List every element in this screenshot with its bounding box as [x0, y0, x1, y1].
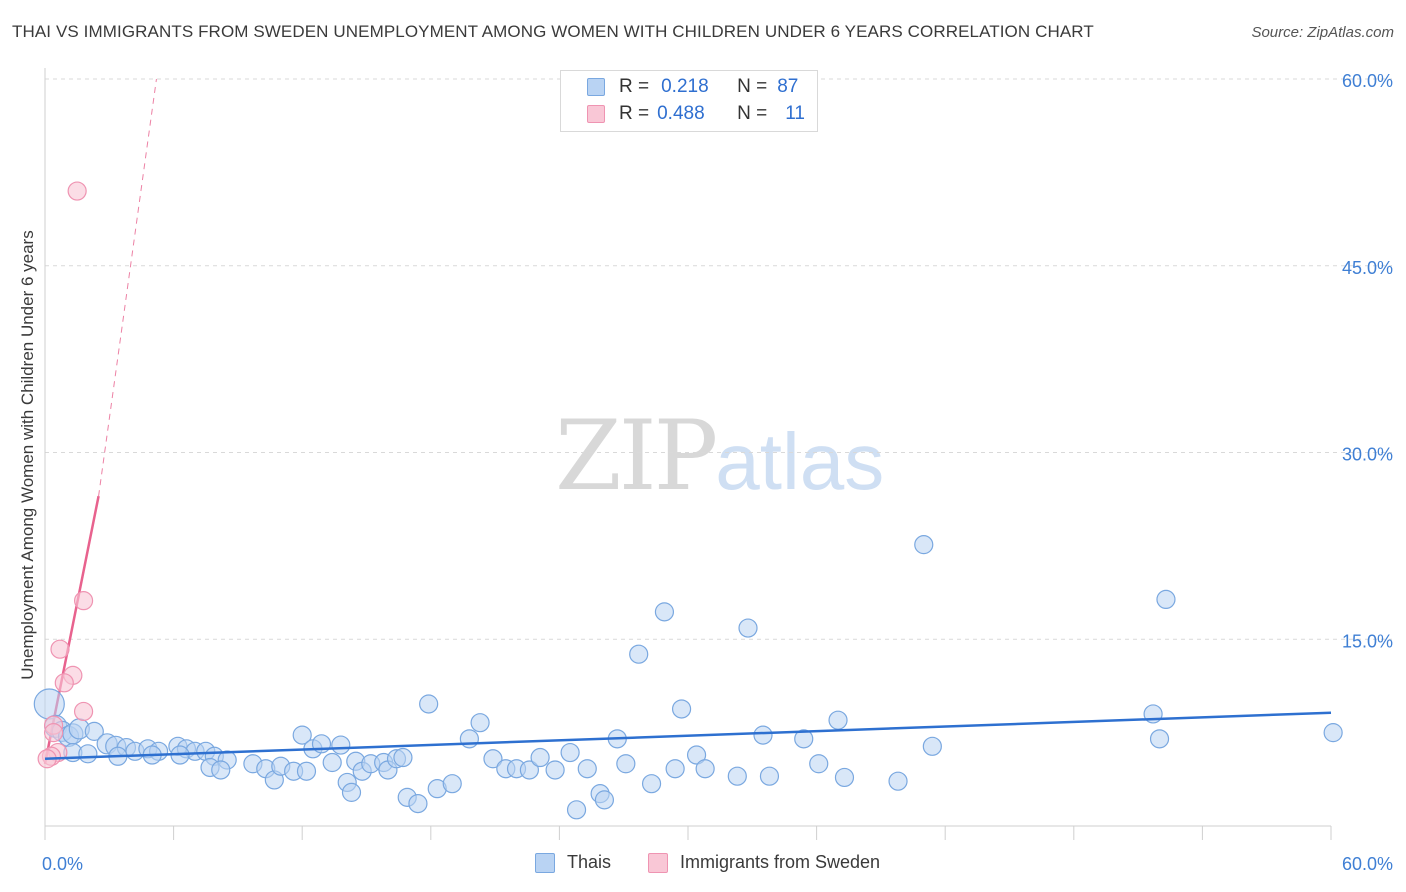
sweden-point	[50, 639, 70, 659]
thai-point	[834, 767, 855, 788]
thai-point	[1156, 589, 1176, 610]
sweden-point	[54, 673, 74, 693]
thai-trend-group	[44, 711, 1332, 761]
source-label: Source: ZipAtlas.com	[1251, 24, 1394, 41]
thai-point	[560, 742, 580, 763]
thai-point	[519, 760, 539, 780]
thai-points	[33, 535, 1343, 820]
legend-row-thais: R = 0.218 N = 87	[587, 75, 798, 99]
thai-point	[828, 710, 848, 730]
x-tick-label: 60.0%	[1342, 854, 1393, 874]
thai-point	[483, 749, 503, 769]
thai-point	[671, 699, 692, 719]
thai-point	[759, 766, 780, 786]
legend-n-label: N =	[737, 76, 768, 97]
thai-point	[686, 745, 707, 765]
chart-title: THAI VS IMMIGRANTS FROM SWEDEN UNEMPLOYM…	[12, 22, 1094, 41]
thai-point	[695, 759, 715, 779]
sweden-points	[37, 181, 94, 769]
thai-point	[594, 790, 615, 810]
tick-labels: 15.0% 30.0% 45.0% 60.0% 0.0% 60.0%	[42, 71, 1393, 874]
watermark: ZIPatlas	[555, 400, 884, 512]
y-tick-label: 45.0%	[1342, 258, 1393, 278]
thai-point	[577, 759, 597, 779]
thai-point	[84, 721, 104, 741]
legend-row-sweden: R = 0.488 N = 11	[587, 102, 805, 126]
thai-point	[393, 747, 413, 768]
sweden-swatch	[587, 105, 605, 123]
y-axis-title: Unemployment Among Women with Children U…	[18, 230, 37, 680]
legend-r-label: R =	[619, 103, 650, 124]
sweden-point	[73, 701, 94, 722]
bottom-legend-thais-label: Thais	[567, 852, 612, 872]
thai-point	[809, 754, 829, 774]
thai-point	[1149, 729, 1170, 749]
sweden-point	[43, 723, 64, 743]
bottom-legend-sweden: Immigrants from Sweden	[648, 852, 880, 873]
legend-r-label: R =	[619, 76, 650, 97]
thai-point	[33, 688, 65, 720]
thai-point	[665, 759, 685, 779]
thai-point	[629, 644, 649, 664]
watermark-atlas: atlas	[715, 417, 885, 506]
thai-point	[292, 725, 312, 745]
sweden-swatch	[648, 852, 668, 873]
thai-point	[654, 602, 675, 622]
thai-point	[641, 774, 662, 794]
legend-n-label: N =	[737, 103, 768, 124]
thai-point	[419, 694, 439, 714]
thai-point	[794, 729, 814, 749]
legend-r-value: 0.218	[661, 76, 709, 97]
y-tick-label: 30.0%	[1342, 445, 1393, 465]
thai-point	[727, 766, 747, 786]
thai-point	[470, 713, 490, 733]
bottom-legend-sweden-label: Immigrants from Sweden	[680, 852, 881, 872]
thai-point	[530, 747, 550, 768]
y-tick-label: 60.0%	[1342, 71, 1393, 91]
thai-point	[738, 618, 758, 638]
thai-point	[322, 752, 342, 773]
x-tick-label: 0.0%	[42, 854, 83, 874]
thai-trend-line	[44, 711, 1332, 761]
y-tick-label: 15.0%	[1342, 631, 1393, 651]
thai-point	[331, 735, 351, 755]
thai-swatch	[587, 78, 605, 96]
thai-point	[408, 793, 428, 814]
thai-point	[211, 760, 231, 780]
legend-n-value: 11	[785, 103, 805, 124]
thai-point	[545, 760, 565, 780]
sweden-trend-extension	[98, 78, 157, 497]
watermark-zip: ZIP	[555, 400, 718, 512]
bottom-legend-thais: Thais	[535, 852, 611, 873]
thai-point	[341, 782, 362, 802]
thai-point	[442, 774, 462, 794]
thai-point	[753, 725, 773, 745]
gridlines	[45, 78, 1392, 640]
sweden-trend-group	[43, 78, 157, 764]
thai-point	[914, 535, 934, 555]
legend-r-value: 0.488	[657, 103, 705, 124]
thai-point	[1323, 723, 1343, 743]
thai-point	[922, 736, 942, 756]
axes	[44, 68, 1332, 840]
thai-point	[888, 771, 908, 791]
thai-swatch	[535, 852, 555, 873]
thai-point	[459, 729, 479, 749]
thai-point	[78, 744, 98, 764]
thai-point	[566, 800, 587, 820]
legend-n-value: 87	[777, 76, 799, 97]
thai-point	[616, 754, 636, 774]
thai-point	[296, 761, 317, 781]
sweden-point	[67, 181, 87, 201]
stats-legend: R = 0.218 N = 87 R = 0.488 N = 11	[560, 70, 818, 132]
sweden-point	[73, 591, 94, 611]
